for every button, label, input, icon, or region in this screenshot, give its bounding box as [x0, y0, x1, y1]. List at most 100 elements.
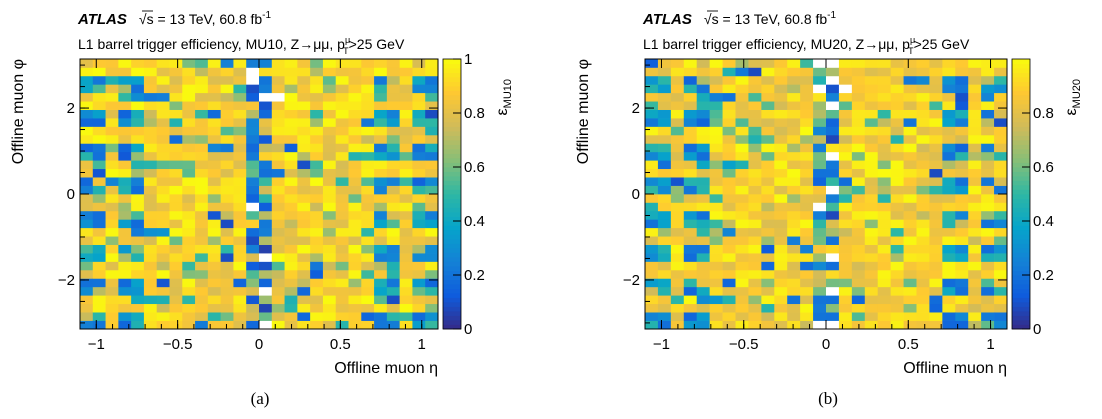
heatmap-cell: [709, 151, 723, 161]
heatmap-cell: [284, 160, 298, 170]
heatmap-cell: [683, 295, 698, 305]
heatmap-cell: [864, 286, 879, 296]
heatmap-cell: [348, 109, 362, 119]
heatmap-cell: [310, 261, 324, 271]
heatmap-cell: [955, 126, 969, 136]
color-bar-segment: [443, 144, 461, 150]
heatmap-cell: [670, 59, 685, 68]
heatmap-cell: [322, 253, 337, 262]
heatmap-cell: [864, 219, 879, 229]
heatmap-cell: [774, 143, 788, 153]
heatmap-cell: [386, 101, 400, 110]
heatmap-cell: [981, 202, 995, 212]
heatmap-cell: [994, 168, 1008, 178]
heatmap-cell: [284, 126, 298, 136]
heatmap-cell: [787, 286, 801, 296]
color-bar-segment: [1012, 257, 1030, 262]
heatmap-cell: [800, 160, 814, 170]
heatmap-cell: [412, 253, 426, 262]
heatmap-cell: [310, 236, 324, 245]
heatmap-cell: [156, 253, 170, 262]
heatmap-cell: [246, 303, 260, 313]
heatmap-cell: [233, 278, 247, 288]
heatmap-cell: [386, 261, 400, 271]
heatmap-cell: [386, 295, 400, 305]
heatmap-cell: [916, 194, 930, 203]
heatmap-cell: [207, 286, 221, 296]
color-bar-segment: [443, 72, 461, 78]
heatmap-cell: [800, 92, 814, 102]
heatmap-cell: [838, 177, 853, 186]
heatmap-cell: [774, 312, 788, 321]
color-bar-segment: [1012, 180, 1030, 186]
heatmap-cell: [399, 92, 413, 102]
heatmap-cell: [348, 177, 362, 186]
heatmap-cell: [748, 109, 762, 119]
heatmap-cell: [220, 101, 234, 110]
heatmap-cell: [284, 244, 298, 254]
color-bar-segment: [1012, 162, 1030, 168]
heatmap-cell: [645, 194, 659, 203]
heatmap-cell: [645, 303, 659, 313]
heatmap-cell: [207, 244, 221, 254]
heatmap-cell: [271, 92, 285, 102]
heatmap-cell: [412, 210, 426, 220]
color-bar-segment: [443, 117, 461, 123]
heatmap-cell: [80, 244, 94, 254]
heatmap-cell: [182, 320, 196, 330]
heatmap-cell: [131, 269, 145, 279]
heatmap-cell: [425, 126, 439, 136]
heatmap-cell: [981, 118, 995, 127]
heatmap-cell: [361, 219, 375, 229]
pt-superscript: μ: [345, 35, 350, 45]
heatmap-cell: [284, 101, 298, 110]
heatmap-cell: [412, 59, 426, 68]
heatmap-cell: [425, 227, 439, 237]
heatmap-cell: [929, 75, 943, 85]
heatmap-cell: [246, 59, 260, 68]
heatmap-cell: [374, 227, 388, 237]
heatmap-cell: [399, 143, 413, 153]
heatmap-cell: [374, 312, 388, 321]
heatmap-cell: [903, 92, 917, 102]
heatmap-cell: [735, 286, 749, 296]
heatmap-cell: [131, 303, 145, 313]
heatmap-cell: [348, 75, 362, 85]
lumi-exponent: -1: [262, 10, 271, 21]
heatmap-cell: [890, 67, 904, 77]
heatmap-cell: [322, 168, 337, 178]
heatmap-cell: [968, 126, 982, 136]
heatmap-cell: [233, 202, 247, 212]
heatmap-cell: [916, 269, 930, 279]
heatmap-cell: [942, 92, 956, 102]
heatmap-cell: [774, 253, 788, 262]
heatmap-cell: [942, 160, 956, 170]
heatmap-cell: [826, 67, 840, 77]
heatmap-cell: [425, 194, 439, 203]
heatmap-cell: [696, 177, 710, 186]
heatmap-cell: [942, 126, 956, 136]
heatmap-cell: [105, 278, 119, 288]
heatmap-cell: [246, 84, 260, 94]
heatmap-cell: [838, 219, 853, 229]
heatmap-cell: [838, 253, 853, 262]
heatmap-cell: [851, 286, 866, 296]
heatmap-cell: [271, 269, 285, 279]
heatmap-cell: [322, 160, 337, 170]
heatmap-cell: [156, 194, 170, 203]
color-bar-segment: [443, 108, 461, 114]
color-bar-segment: [443, 230, 461, 235]
heatmap-cell: [929, 295, 943, 305]
heatmap-cell: [942, 202, 956, 212]
z-tick-label: 0.4: [1033, 213, 1054, 230]
heatmap-cell: [851, 109, 866, 119]
heatmap-cell: [800, 236, 814, 245]
heatmap-cell: [657, 75, 672, 85]
heatmap-cell: [968, 295, 982, 305]
heatmap-cell: [955, 67, 969, 77]
heatmap-cell: [386, 84, 400, 94]
heatmap-cell: [838, 269, 853, 279]
heatmap-cell: [246, 168, 260, 178]
heatmap-cell: [890, 261, 904, 271]
heatmap-cell: [657, 219, 672, 229]
